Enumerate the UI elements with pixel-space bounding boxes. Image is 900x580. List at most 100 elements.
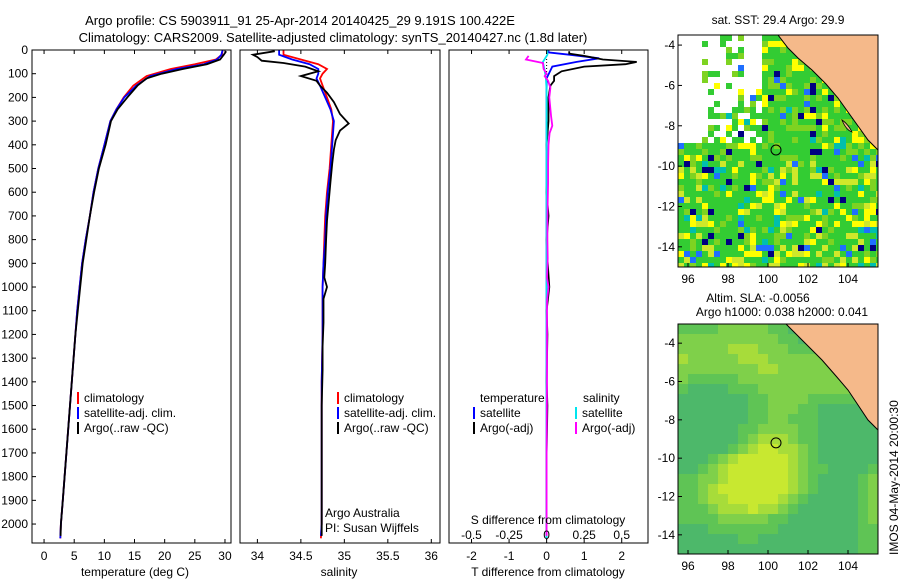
map-cell — [780, 245, 786, 251]
map-cell — [808, 534, 818, 544]
map-cell — [778, 514, 788, 524]
map-cell — [858, 514, 868, 524]
map-cell — [726, 227, 732, 233]
salinity-credit-line2: PI: Susan Wijffels — [325, 521, 419, 535]
map-cell — [774, 209, 780, 215]
map-cell — [744, 257, 750, 263]
map-cell — [696, 161, 702, 167]
map-cell — [732, 113, 738, 119]
map-cell — [726, 215, 732, 221]
map-cell — [810, 221, 816, 227]
map-cell — [816, 215, 822, 221]
map-cell — [816, 107, 822, 113]
map-cell — [822, 149, 828, 155]
map-cell — [744, 185, 750, 191]
map-cell — [778, 484, 788, 494]
map-cell — [858, 524, 868, 534]
map-cell — [744, 167, 750, 173]
map-cell — [738, 203, 744, 209]
xtick-label: -1 — [504, 549, 515, 563]
map-cell — [778, 544, 788, 554]
map-cell — [864, 221, 870, 227]
map-cell — [768, 324, 778, 334]
map-cell — [870, 221, 876, 227]
map-cell — [798, 161, 804, 167]
map-cell — [858, 454, 868, 464]
map-cell — [690, 143, 696, 149]
map-cell — [818, 444, 828, 454]
map-cell — [792, 167, 798, 173]
map-cell — [792, 245, 798, 251]
map-cell — [852, 155, 858, 161]
map-cell — [828, 384, 838, 394]
map-cell — [834, 221, 840, 227]
map-cell — [808, 484, 818, 494]
map-cell — [798, 101, 804, 107]
map-cell — [838, 504, 848, 514]
map-cell — [780, 107, 786, 113]
map-cell — [688, 464, 698, 474]
map-cell — [708, 324, 718, 334]
map-cell — [708, 239, 714, 245]
map-cell — [774, 203, 780, 209]
map-cell — [678, 155, 684, 161]
map-cell — [708, 233, 714, 239]
map-cell — [780, 263, 786, 267]
map-cell — [828, 374, 838, 384]
map-cell — [678, 494, 688, 504]
map-cell — [688, 394, 698, 404]
map-cell — [702, 215, 708, 221]
map-cell — [748, 444, 758, 454]
map-cell — [708, 257, 714, 263]
map-cell — [702, 77, 708, 83]
map-cell — [858, 534, 868, 544]
map-cell — [792, 101, 798, 107]
map-cell — [858, 215, 864, 221]
map-cell — [690, 221, 696, 227]
map-cell — [690, 173, 696, 179]
map-cell — [828, 95, 834, 101]
map-cell — [798, 233, 804, 239]
map-cell — [678, 149, 684, 155]
map-cell — [780, 131, 786, 137]
map-cell — [818, 364, 828, 374]
map-cell — [762, 95, 768, 101]
map-cell — [858, 233, 864, 239]
map-cell — [774, 197, 780, 203]
map-cell — [690, 239, 696, 245]
map-cell — [846, 209, 852, 215]
map-cell — [738, 504, 748, 514]
map-cell — [778, 454, 788, 464]
map-cell — [808, 354, 818, 364]
map-cell — [822, 215, 828, 221]
map-cell — [698, 324, 708, 334]
map-cell — [702, 167, 708, 173]
map-cell — [786, 101, 792, 107]
map-cell — [738, 245, 744, 251]
map-cell — [808, 514, 818, 524]
map-cell — [732, 251, 738, 257]
map-ytick-label: -6 — [664, 375, 675, 389]
map-cell — [696, 197, 702, 203]
map-cell — [690, 185, 696, 191]
map-cell — [756, 227, 762, 233]
map-cell — [786, 173, 792, 179]
map-cell — [744, 239, 750, 245]
map-cell — [852, 233, 858, 239]
map-cell — [798, 444, 808, 454]
map-cell — [778, 524, 788, 534]
map-cell — [818, 514, 828, 524]
map-cell — [822, 155, 828, 161]
map-cell — [768, 203, 774, 209]
difference-legend-salinity-title: salinity — [583, 391, 620, 405]
map-cell — [876, 233, 878, 239]
map-cell — [808, 454, 818, 464]
map-cell — [708, 245, 714, 251]
map-cell — [768, 47, 774, 53]
map-cell — [816, 221, 822, 227]
map-cell — [762, 161, 768, 167]
map-cell — [744, 155, 750, 161]
map-cell — [728, 464, 738, 474]
map-cell — [678, 464, 688, 474]
map-cell — [708, 221, 714, 227]
